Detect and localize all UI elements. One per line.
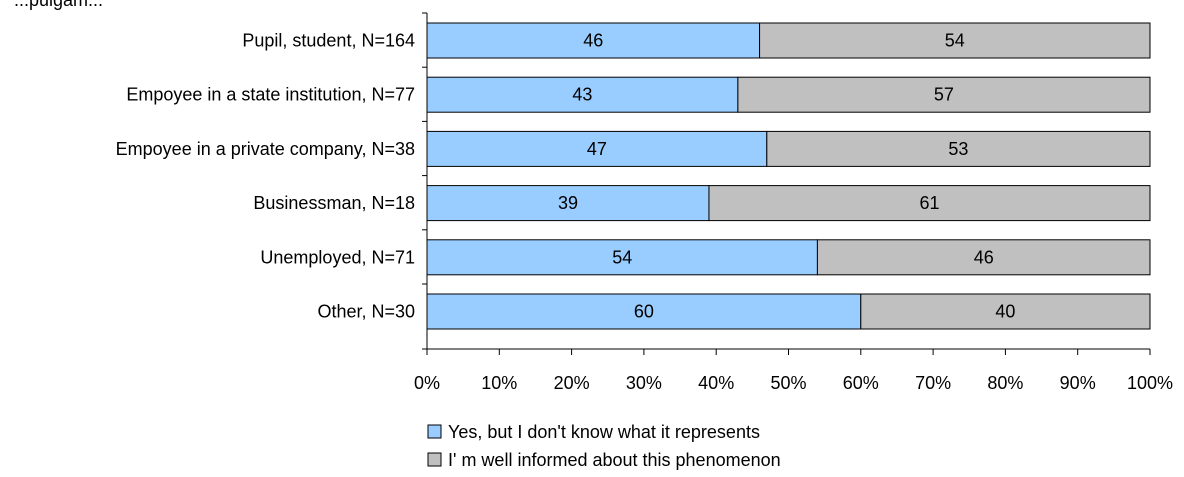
bar-segment-series-1 [426,293,862,330]
category-label: Unemployed, N=71 [260,247,415,267]
data-label: 61 [919,193,939,213]
x-tick-label: 30% [626,373,662,393]
category-label: Other, N=30 [317,302,415,322]
data-label: 60 [634,302,654,322]
legend-swatch [427,452,442,467]
x-tick-label: 60% [843,373,879,393]
bar-segment-series-2 [860,293,1151,330]
x-tick-label: 20% [554,373,590,393]
legend-label: Yes, but I don't know what it represents [448,422,760,442]
category-labels: Pupil, student, N=164 Empoyee in a state … [116,31,415,322]
data-label: 40 [995,302,1015,322]
bar-segment-series-1 [426,22,761,59]
category-label: Businessman, N=18 [253,193,415,213]
chart-title-fragment: ...pulgam... [14,0,103,10]
data-label: 54 [945,31,965,51]
data-label: 54 [612,247,632,267]
category-label: Empoyee in a state institution, N=77 [126,85,415,105]
data-label: 53 [948,139,968,159]
data-label: 57 [934,85,954,105]
bar-segment-series-2 [737,76,1151,113]
bar-segment-series-1 [426,239,818,276]
x-tick-label: 0% [414,373,440,393]
legend: Yes, but I don't know what it represents… [427,422,781,470]
bar-segment-series-2 [708,185,1151,222]
x-tick-label: 100% [1127,373,1173,393]
bar-segment-series-2 [816,239,1151,276]
x-tick-label: 90% [1060,373,1096,393]
data-label: 43 [572,85,592,105]
bar-segment-series-1 [426,185,710,222]
data-label: 39 [558,193,578,213]
legend-label: I' m well informed about this phenomenon [448,450,781,470]
data-label: 47 [587,139,607,159]
x-tick-label: 70% [915,373,951,393]
x-axis: 0% 10% 20% 30% 40% 50% 60% 70% 80% 90% 100% [414,348,1173,393]
x-tick-label: 80% [987,373,1023,393]
plot-area: ...pulgam... [14,0,428,350]
data-label: 46 [583,31,603,51]
bars: 46 54 43 57 47 53 39 61 54 46 60 40 [426,22,1151,330]
x-tick-label: 10% [481,373,517,393]
x-tick-label: 40% [698,373,734,393]
category-label: Pupil, student, N=164 [242,31,415,51]
legend-swatch [427,424,442,439]
x-tick-label: 50% [770,373,806,393]
data-label: 46 [974,247,994,267]
bar-segment-series-2 [766,130,1151,167]
bar-segment-series-2 [759,22,1151,59]
category-label: Empoyee in a private company, N=38 [116,139,415,159]
